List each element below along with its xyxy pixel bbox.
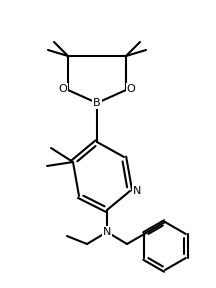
- Text: N: N: [133, 186, 141, 196]
- Text: O: O: [59, 84, 67, 94]
- Text: O: O: [127, 84, 135, 94]
- Text: N: N: [103, 227, 111, 237]
- Text: B: B: [93, 98, 101, 108]
